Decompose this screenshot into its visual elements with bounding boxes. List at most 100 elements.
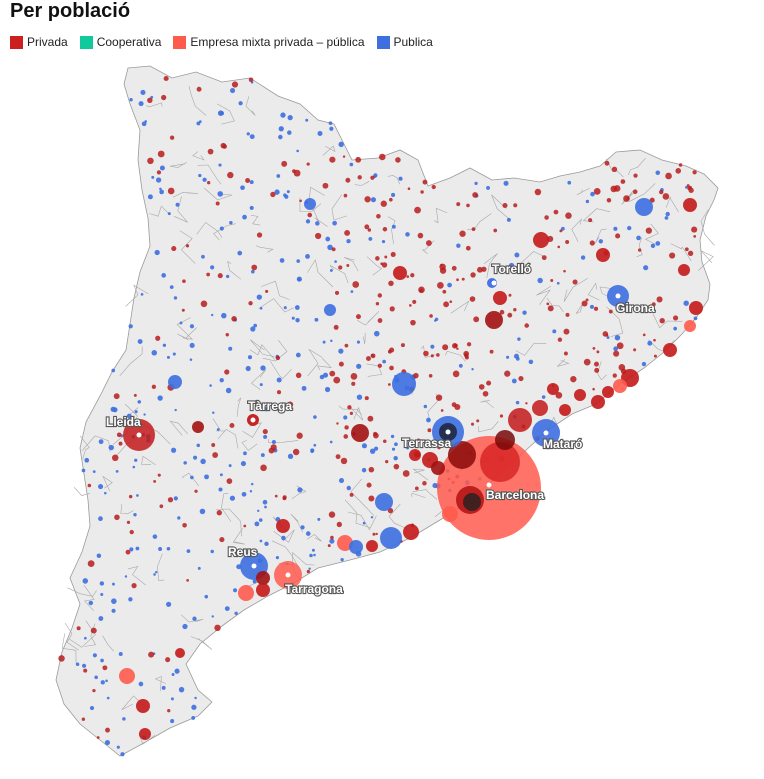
privada-dot bbox=[550, 279, 554, 283]
major-bubble bbox=[375, 493, 393, 511]
publica-dot bbox=[137, 339, 143, 344]
privada-dot bbox=[383, 439, 387, 444]
privada-dot bbox=[452, 370, 460, 378]
publica-dot bbox=[134, 458, 138, 462]
publica-dot bbox=[264, 541, 269, 547]
publica-dot bbox=[251, 269, 255, 274]
privada-dot bbox=[465, 245, 471, 251]
publica-dot bbox=[200, 458, 206, 465]
city-marker-torello bbox=[491, 280, 497, 286]
legend-item-mixta[interactable]: Empresa mixta privada – pública bbox=[173, 35, 365, 49]
privada-dot bbox=[440, 409, 444, 412]
publica-dot bbox=[167, 212, 171, 216]
publica-dot bbox=[287, 453, 294, 460]
publica-dot bbox=[252, 579, 257, 584]
privada-dot bbox=[248, 301, 253, 306]
legend-item-privada[interactable]: Privada bbox=[10, 35, 68, 49]
municipality-border bbox=[627, 158, 646, 176]
municipality-border bbox=[102, 635, 115, 652]
publica-dot bbox=[116, 745, 120, 749]
city-label-barcelona: Barcelona bbox=[486, 488, 544, 502]
privada-dot bbox=[196, 86, 202, 92]
publica-dot bbox=[141, 121, 147, 127]
publica-dot bbox=[650, 243, 656, 249]
municipality-border bbox=[177, 327, 197, 341]
privada-dot bbox=[687, 250, 694, 257]
municipality-border bbox=[467, 213, 492, 230]
publica-dot bbox=[211, 615, 214, 618]
municipality-border bbox=[196, 222, 223, 238]
privada-dot bbox=[333, 324, 339, 330]
privada-dot bbox=[418, 286, 425, 294]
privada-dot bbox=[375, 532, 378, 536]
publica-dot bbox=[192, 616, 197, 621]
privada-dot bbox=[377, 363, 382, 368]
publica-dot bbox=[229, 495, 236, 501]
privada-bubbles bbox=[58, 75, 698, 739]
legend-item-publica[interactable]: Publica bbox=[376, 35, 433, 49]
privada-dot bbox=[352, 281, 360, 288]
municipality-border bbox=[179, 230, 196, 264]
publica-dot bbox=[511, 378, 517, 384]
publica-dot bbox=[613, 226, 618, 231]
privada-dot bbox=[570, 376, 577, 383]
privada-dot bbox=[524, 323, 530, 328]
publica-dot bbox=[279, 258, 285, 263]
publica-dot bbox=[108, 444, 114, 451]
publica-dot bbox=[128, 324, 133, 329]
publica-dot bbox=[89, 705, 95, 711]
privada-dot bbox=[336, 521, 342, 528]
privada-dot bbox=[606, 198, 612, 203]
privada-dot bbox=[351, 381, 356, 386]
privada-dot bbox=[306, 569, 311, 574]
publica-dot bbox=[147, 194, 153, 200]
publica-dot bbox=[294, 305, 300, 310]
publica-dot bbox=[313, 415, 317, 419]
privada-dot bbox=[92, 688, 96, 693]
publica-dot bbox=[236, 564, 242, 570]
privada-dot bbox=[133, 393, 137, 397]
city-label-reus: Reus bbox=[228, 545, 258, 559]
municipality-border bbox=[411, 493, 426, 498]
privada-dot bbox=[340, 457, 348, 465]
privada-dot bbox=[344, 229, 351, 236]
publica-dot bbox=[257, 509, 260, 513]
publica-dot bbox=[260, 365, 266, 371]
publica-dot bbox=[305, 531, 311, 536]
privada-dot bbox=[613, 350, 620, 357]
publica-dot bbox=[346, 485, 351, 491]
publica-dot bbox=[271, 439, 276, 445]
municipality-border bbox=[563, 278, 588, 302]
privada-dot bbox=[343, 193, 348, 198]
privada-dot bbox=[148, 651, 155, 658]
publica-dot bbox=[157, 395, 163, 401]
major-bubble bbox=[351, 424, 369, 442]
publica-dot bbox=[201, 254, 205, 259]
municipality-border bbox=[232, 528, 245, 545]
privada-dot bbox=[693, 234, 697, 238]
publica-dot bbox=[665, 211, 670, 217]
major-bubble bbox=[591, 395, 605, 409]
privada-dot bbox=[592, 346, 596, 350]
major-bubble bbox=[532, 400, 548, 416]
municipality-border bbox=[670, 243, 692, 262]
privada-dot bbox=[181, 308, 185, 312]
publica-dot bbox=[159, 187, 162, 191]
publica-dot bbox=[136, 494, 139, 497]
publica-dot bbox=[374, 446, 379, 451]
city-label-lleida: Lleida bbox=[106, 415, 141, 429]
privada-dot bbox=[563, 328, 570, 335]
legend-item-cooperativa[interactable]: Cooperativa bbox=[79, 35, 161, 49]
municipality-border bbox=[307, 348, 323, 377]
major-bubble bbox=[602, 386, 614, 398]
privada-dot bbox=[207, 148, 214, 155]
publica-dot bbox=[100, 593, 104, 597]
publica-dot bbox=[391, 224, 396, 229]
major-bubble bbox=[480, 442, 520, 482]
municipality-border bbox=[480, 400, 494, 409]
publica-dot bbox=[393, 455, 398, 461]
privada-dot bbox=[665, 172, 672, 180]
municipality-border bbox=[597, 361, 607, 381]
privada-dot bbox=[225, 333, 229, 337]
